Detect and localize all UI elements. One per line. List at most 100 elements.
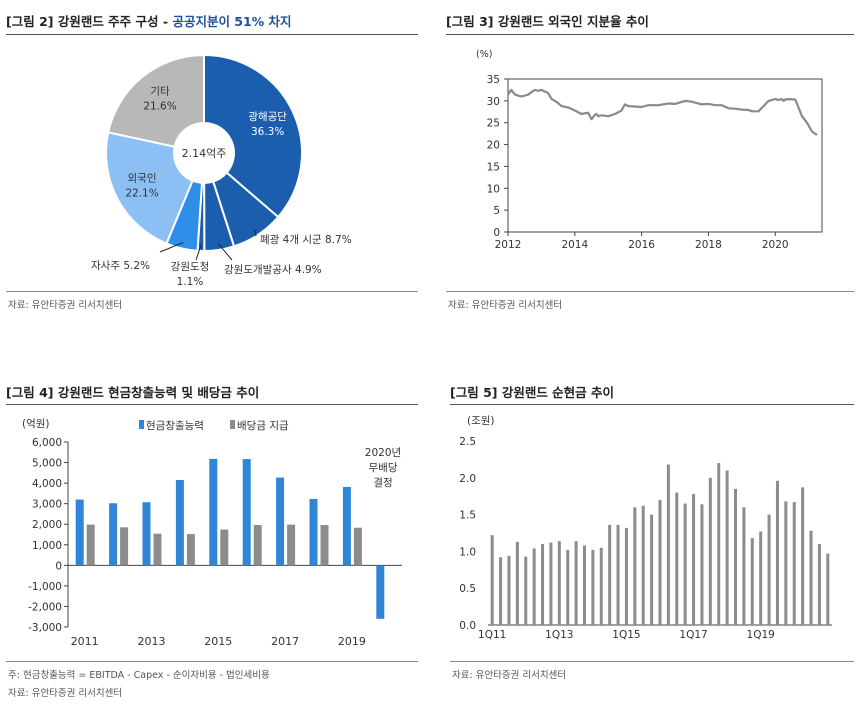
net-bar-16 bbox=[624, 527, 628, 625]
net-xtick-label-0: 1Q11 bbox=[478, 629, 506, 641]
legend-label-1: 배당금 지급 bbox=[237, 420, 289, 432]
line-plot-frame bbox=[507, 78, 823, 233]
panel4-source: 자료: 유안타증권 리서치센터 bbox=[8, 688, 123, 699]
net-bar-38 bbox=[809, 530, 813, 625]
net-bar-35 bbox=[784, 501, 788, 625]
net-bar-17 bbox=[633, 507, 637, 625]
net-bar-9 bbox=[566, 549, 570, 625]
pie-center-label: 2.14억주 bbox=[182, 147, 227, 160]
net-bar-6 bbox=[541, 544, 545, 625]
net-bar-40 bbox=[826, 553, 830, 625]
bar-dividend-2018 bbox=[320, 525, 329, 566]
bar-dividend-2013 bbox=[153, 533, 162, 566]
bar-ytick-label-7: 4,000 bbox=[32, 478, 62, 490]
pie-leader-1 bbox=[254, 229, 257, 237]
panel2-source: 자료: 유안타증권 리서치센터 bbox=[8, 300, 123, 311]
bar-cash-2018 bbox=[309, 498, 318, 566]
line-unit-label: (%) bbox=[476, 49, 492, 60]
legend-swatch-0 bbox=[139, 420, 144, 429]
bar-cash-2014 bbox=[175, 480, 184, 566]
net-bar-33 bbox=[767, 514, 771, 625]
bar-cash-2015 bbox=[209, 458, 218, 566]
bar-ytick-label-5: 2,000 bbox=[32, 519, 62, 531]
panel4-title: [그림 4] 강원랜드 현금창출능력 및 배당금 추이 bbox=[6, 385, 260, 400]
net-bar-0 bbox=[490, 535, 494, 625]
panel5-title: [그림 5] 강원랜드 순현금 추이 bbox=[450, 385, 615, 400]
net-bar-7 bbox=[549, 542, 553, 625]
net-bar-32 bbox=[759, 531, 763, 625]
legend-swatch-1 bbox=[230, 420, 235, 429]
line-ytick-label-0: 0 bbox=[493, 227, 500, 239]
pie-leader-3 bbox=[195, 244, 202, 261]
bar-annotation-line-1: 무배당 bbox=[369, 462, 398, 474]
bar-xtick-label-4: 2019 bbox=[338, 635, 366, 648]
line-series-foreign-ownership bbox=[507, 88, 818, 136]
pie-leader-2 bbox=[218, 243, 233, 261]
bar-annotation-line-0: 2020년 bbox=[365, 447, 401, 459]
line-xtick-label-2: 2016 bbox=[628, 239, 655, 251]
bar-dividend-2012 bbox=[120, 527, 129, 566]
net-bar-30 bbox=[742, 507, 746, 625]
pie-leader-4 bbox=[159, 242, 184, 253]
pie-value-5: 22.1% bbox=[125, 187, 158, 199]
panel2-title: [그림 2] 강원랜드 주주 구성 - 공공지분이 51% 차지 bbox=[6, 11, 292, 30]
bar-ytick-label-3: 0 bbox=[55, 560, 62, 572]
pie-slice-5 bbox=[105, 131, 194, 245]
net-bar-34 bbox=[775, 480, 779, 625]
panel4-top-rule bbox=[6, 404, 418, 405]
pie-value-3: 1.1% bbox=[177, 276, 204, 288]
bar-ytick-label-8: 5,000 bbox=[32, 458, 62, 470]
panel2-bottom-rule bbox=[6, 291, 418, 292]
net-bar-1 bbox=[499, 557, 503, 625]
line-ytick-label-7: 35 bbox=[487, 74, 500, 86]
bar-dividend-2017 bbox=[287, 524, 296, 566]
bar-ytick-label-0: -3,000 bbox=[28, 622, 62, 634]
panel2-title-prefix: [그림 2] 강원랜드 주주 구성 - bbox=[6, 14, 173, 29]
net-bar-12 bbox=[591, 549, 595, 625]
net-ytick-label-1: 0.5 bbox=[459, 583, 476, 595]
line-ytick-label-6: 30 bbox=[487, 96, 500, 108]
bar-ytick-label-1: -2,000 bbox=[28, 601, 62, 613]
legend-label-0: 현금창출능력 bbox=[146, 420, 204, 432]
panel3-title: [그림 3] 강원랜드 외국인 지분율 추이 bbox=[446, 14, 649, 29]
bar-dividend-2011 bbox=[86, 524, 95, 566]
pie-value-6: 21.6% bbox=[143, 101, 176, 113]
net-bar-24 bbox=[692, 493, 696, 625]
panel2-title-highlight: 공공지분이 51% 차지 bbox=[172, 14, 292, 29]
bar-xtick-label-1: 2013 bbox=[138, 635, 166, 648]
net-xtick-label-3: 1Q17 bbox=[679, 629, 707, 641]
pie-slice-0 bbox=[203, 53, 303, 219]
net-bar-26 bbox=[708, 477, 712, 625]
net-bar-11 bbox=[582, 545, 586, 625]
pie-value-0: 36.3% bbox=[251, 126, 284, 138]
bar-xtick-label-2: 2015 bbox=[204, 635, 232, 648]
net-bar-3 bbox=[515, 541, 519, 625]
bar-ytick-label-2: -1,000 bbox=[28, 581, 62, 593]
line-ytick-label-5: 25 bbox=[487, 118, 500, 130]
bar-dividend-2016 bbox=[253, 525, 262, 566]
pie-label-4: 자사주 5.2% bbox=[91, 260, 150, 272]
bar-cash-2016 bbox=[242, 459, 251, 566]
bar-dividend-2015 bbox=[220, 529, 229, 566]
panel4-note: 주: 현금창출능력 = EBITDA - Capex - 순이자비용 - 법인세… bbox=[8, 670, 270, 681]
panel5-top-rule bbox=[450, 404, 854, 405]
net-bar-31 bbox=[750, 538, 754, 625]
panel3-bottom-rule bbox=[446, 291, 854, 292]
line-xtick-label-4: 2020 bbox=[762, 239, 789, 251]
bar-cash-2011 bbox=[75, 499, 84, 566]
line-ytick-label-3: 15 bbox=[487, 161, 500, 173]
bar-xtick-label-0: 2011 bbox=[71, 635, 99, 648]
panel5-source: 자료: 유안타증권 리서치센터 bbox=[452, 670, 567, 681]
net-ytick-label-4: 2.0 bbox=[459, 473, 476, 485]
bar-unit-label: (억원) bbox=[22, 418, 50, 430]
panel3-source: 자료: 유안타증권 리서치센터 bbox=[448, 300, 563, 311]
net-bar-15 bbox=[616, 524, 620, 625]
line-ytick-label-4: 20 bbox=[487, 140, 500, 152]
net-ytick-label-0: 0.0 bbox=[459, 620, 476, 632]
bar-cash-2019 bbox=[342, 487, 351, 566]
net-bar-28 bbox=[725, 470, 729, 625]
net-bar-19 bbox=[650, 514, 654, 625]
bar-annotation-line-2: 결정 bbox=[373, 477, 392, 489]
line-xtick-label-1: 2014 bbox=[561, 239, 588, 251]
